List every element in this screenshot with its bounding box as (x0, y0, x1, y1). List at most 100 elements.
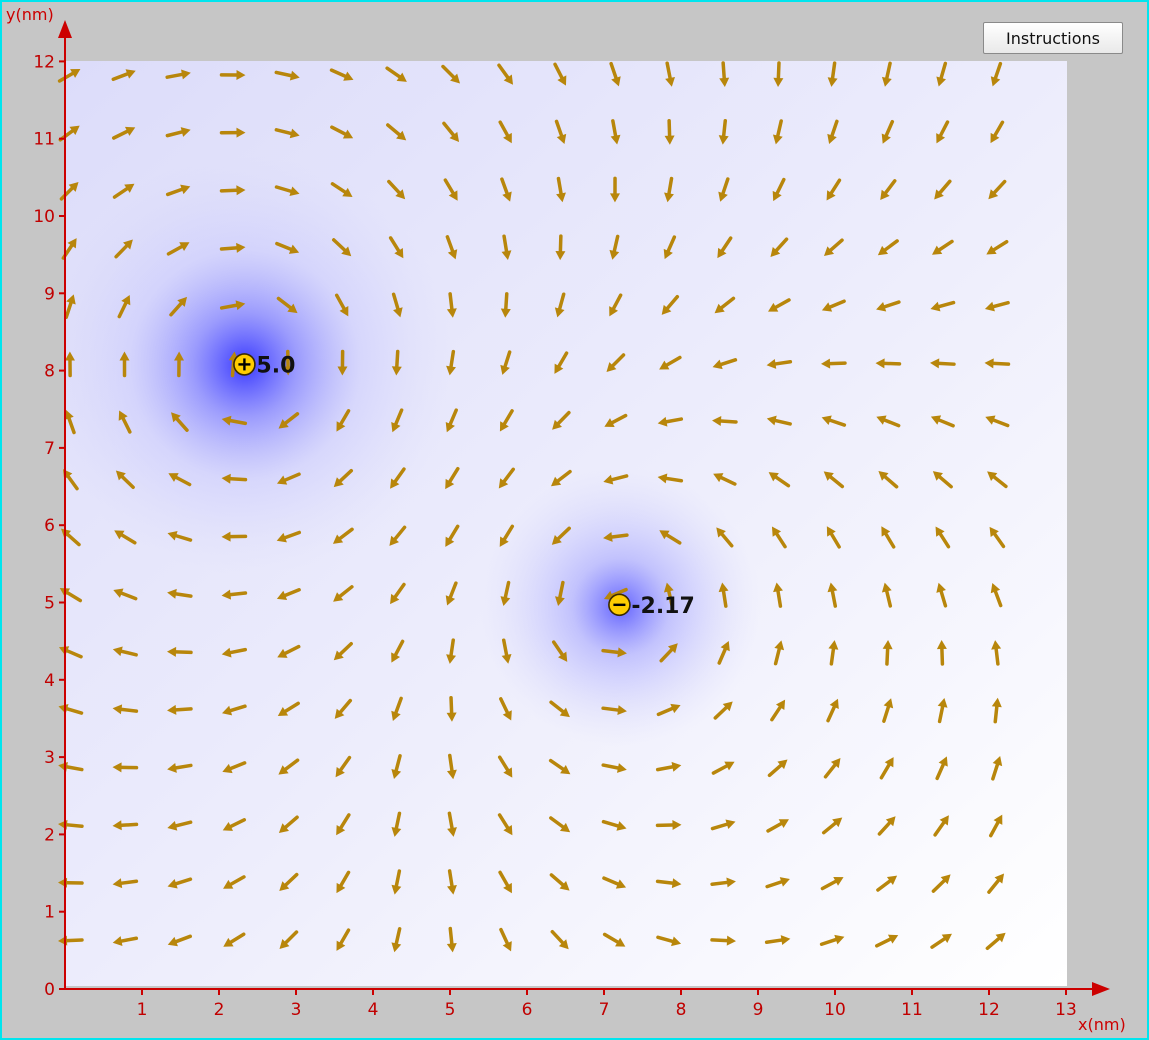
field-arrow (114, 239, 133, 259)
field-arrow (274, 70, 300, 81)
field-arrow (766, 358, 793, 369)
field-arrow (931, 874, 951, 893)
instructions-button[interactable]: Instructions (983, 22, 1123, 54)
field-arrow (601, 647, 627, 658)
field-arrow (274, 128, 300, 139)
field-arrow (930, 933, 952, 949)
field-arrow (878, 471, 899, 489)
field-arrow (391, 869, 402, 895)
field-arrow (882, 698, 894, 723)
field-arrow (655, 820, 682, 831)
field-arrow (446, 753, 457, 780)
x-axis-title: x(nm) (1078, 1015, 1126, 1034)
field-arrow (710, 819, 736, 831)
field-arrow (446, 926, 457, 953)
field-arrow (59, 181, 79, 201)
field-arrow (821, 415, 847, 427)
field-arrow (391, 292, 403, 318)
field-arrow (716, 527, 734, 548)
y-axis-title: y(nm) (6, 5, 54, 24)
field-arrow (549, 816, 571, 833)
field-arrow (827, 119, 839, 145)
field-arrow (167, 530, 193, 542)
y-tick-label: 4 (44, 671, 55, 691)
field-arrow (656, 935, 682, 947)
field-arrow (712, 358, 738, 370)
field-arrow (446, 638, 457, 664)
field-arrow (329, 68, 354, 81)
field-arrow (935, 756, 948, 781)
field-arrow (713, 701, 733, 720)
field-arrow (498, 467, 515, 489)
field-arrow (501, 234, 512, 260)
field-arrow (877, 239, 899, 256)
field-arrow (828, 640, 839, 666)
field-arrow (985, 932, 1006, 951)
field-arrow (609, 61, 621, 87)
field-arrow (388, 236, 404, 259)
field-arrow (221, 589, 248, 600)
charge-positive[interactable]: 5.0 (233, 353, 295, 378)
field-arrow (441, 64, 461, 84)
field-arrow (499, 697, 512, 721)
field-arrow (115, 470, 135, 490)
field-arrow (336, 409, 351, 432)
field-arrow (330, 125, 354, 139)
field-arrow (936, 640, 947, 666)
field-arrow (391, 811, 402, 837)
field-arrow (718, 582, 729, 608)
field-arrow (986, 239, 1009, 255)
y-tick-label: 6 (44, 516, 55, 536)
field-arrow (550, 929, 569, 950)
field-arrow (713, 473, 737, 486)
field-arrow (335, 755, 352, 778)
field-arrow (987, 471, 1008, 489)
field-arrow (119, 351, 130, 378)
field-arrow (551, 526, 571, 545)
field-arrow (710, 877, 736, 888)
y-tick-label: 1 (44, 903, 55, 923)
field-arrow (330, 182, 353, 197)
charge-value-label: -2.17 (631, 594, 694, 619)
field-arrow (937, 697, 948, 724)
field-arrow (276, 296, 298, 314)
field-arrow (554, 119, 567, 145)
y-tick-label: 5 (44, 594, 55, 614)
field-arrow (445, 235, 458, 260)
field-arrow (989, 526, 1006, 549)
field-arrow (606, 353, 626, 372)
y-tick-label: 0 (44, 980, 55, 1000)
field-arrow (930, 415, 955, 428)
field-arrow (499, 524, 515, 547)
x-tick-label: 1 (137, 1000, 148, 1020)
field-arrow (823, 238, 844, 257)
field-arrow (554, 292, 566, 318)
field-arrow (819, 934, 845, 946)
field-arrow (500, 292, 511, 318)
field-arrow (601, 763, 627, 773)
y-tick-label: 2 (44, 825, 55, 845)
x-tick-label: 13 (1055, 1000, 1077, 1020)
field-arrow (169, 296, 188, 317)
field-arrow (389, 525, 407, 546)
y-axis-arrowhead (58, 20, 72, 38)
field-arrow (985, 415, 1010, 428)
field-arrow (936, 120, 950, 144)
field-arrow (498, 870, 512, 894)
field-arrow (988, 179, 1007, 200)
charge-negative[interactable]: -2.17 (608, 593, 695, 619)
field-arrow (336, 813, 351, 836)
field-arrow (767, 759, 788, 778)
x-tick-label: 4 (368, 1000, 379, 1020)
field-arrow (112, 936, 139, 946)
field-arrow (279, 872, 299, 892)
field-arrow (821, 817, 843, 835)
field-arrow (991, 755, 1003, 781)
field-arrows (57, 61, 1011, 953)
field-arrow (555, 234, 566, 261)
field-arrow (390, 582, 406, 605)
field-arrow (659, 530, 682, 545)
x-tick-label: 5 (445, 1000, 456, 1020)
field-arrow (391, 696, 403, 721)
